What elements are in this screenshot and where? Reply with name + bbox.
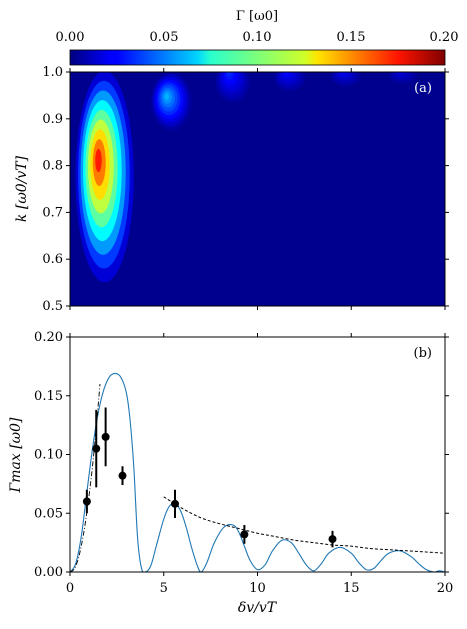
colorbar-tick: 0.00: [56, 30, 85, 45]
panel-b-yticks: 0.00 0.05 0.10 0.15 0.20: [34, 330, 449, 580]
data-marker: [82, 497, 91, 506]
y-tick-label: 0.20: [34, 330, 63, 345]
heatmap-region: [328, 72, 365, 89]
colorbar-tick: 0.20: [430, 30, 459, 45]
data-marker: [101, 432, 110, 441]
heatmap-region: [272, 72, 309, 94]
data-point: [118, 466, 127, 486]
data-point: [328, 530, 337, 548]
data-point: [92, 409, 101, 488]
colorbar-tick: 0.05: [150, 30, 179, 45]
colorbar-label: Γ [ω0]: [236, 9, 278, 24]
y-tick-label: 0.5: [42, 299, 63, 314]
heatmap-regions: [75, 72, 421, 283]
heatmap-contour: [284, 72, 289, 75]
data-point: [240, 525, 249, 544]
panel-b-xticks: 0 5 10 15 20: [66, 333, 453, 596]
panel-a-xticks: [69, 68, 446, 310]
y-tick-label: 0.9: [42, 112, 63, 127]
heatmap-contour: [164, 93, 170, 100]
x-tick-label: 20: [437, 581, 454, 596]
panel-a-yticks: 0.5 0.6 0.7 0.8 0.9 1.0: [42, 65, 449, 314]
panel-a-ylabel: k [ω0/vT]: [14, 155, 30, 222]
y-tick-label: 0.05: [34, 506, 63, 521]
panel-b: (b) 0.00 0.05 0.10 0.15 0.20 0 5 10 15 20 Γmax […: [8, 330, 453, 616]
data-marker: [118, 471, 127, 480]
colorbar: Γ [ω0] 0.00 0.05 0.10 0.15 0.20: [56, 9, 459, 66]
colorbar-tick: 0.10: [243, 30, 272, 45]
y-tick-label: 1.0: [42, 65, 63, 80]
y-tick-label: 0.6: [42, 252, 63, 267]
panel-b-series: [70, 372, 445, 572]
data-marker: [328, 535, 337, 544]
heatmap-region: [386, 72, 421, 87]
panel-a-label: (a): [414, 81, 432, 96]
colorbar-tick: 0.15: [337, 30, 366, 45]
y-tick-label: 0.15: [34, 389, 63, 404]
y-tick-label: 0.8: [42, 159, 63, 174]
data-point: [101, 407, 110, 467]
data-marker: [92, 444, 101, 453]
data-marker: [240, 530, 249, 539]
small-v-dashdot-line: [70, 383, 101, 572]
colorbar-ticks: 0.00 0.05 0.10 0.15 0.20: [56, 30, 459, 45]
panel-a: (a) 0.5 0.6 0.7 0.8 0.9 1.0 k [ω0/vT]: [14, 65, 449, 314]
heatmap-region: [75, 72, 134, 283]
panel-b-xlabel: δv/vT: [238, 600, 278, 616]
x-tick-label: 0: [66, 581, 74, 596]
y-tick-label: 0.10: [34, 448, 63, 463]
panel-b-label: (b): [414, 346, 432, 361]
data-point: [82, 489, 91, 514]
data-marker: [171, 499, 179, 508]
data-point: [171, 489, 179, 518]
y-tick-label: 0.7: [42, 205, 63, 220]
panel-b-ylabel: Γmax [ω0]: [8, 417, 24, 493]
gamma-max-curve: [70, 372, 445, 572]
x-tick-label: 5: [160, 581, 168, 596]
colorbar-gradient: [69, 49, 446, 66]
y-tick-label: 0.00: [34, 565, 63, 580]
x-tick-label: 10: [249, 581, 266, 596]
heatmap-region: [150, 72, 192, 131]
x-tick-label: 15: [343, 581, 360, 596]
heatmap-region: [214, 72, 252, 106]
heatmap-contour: [95, 148, 102, 173]
heatmap-contour: [227, 72, 232, 76]
panel-b-background: [70, 337, 445, 572]
